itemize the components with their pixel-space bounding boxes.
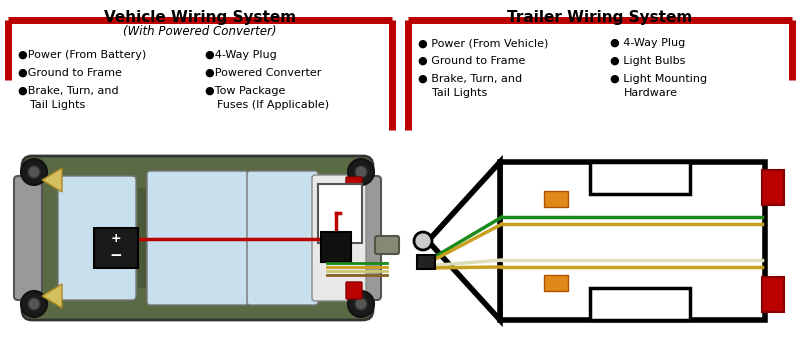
Text: ● Brake, Turn, and: ● Brake, Turn, and — [418, 74, 522, 84]
FancyBboxPatch shape — [138, 188, 146, 288]
Text: −: − — [110, 248, 122, 262]
FancyBboxPatch shape — [590, 162, 690, 194]
FancyBboxPatch shape — [590, 288, 690, 320]
Circle shape — [414, 232, 432, 250]
Text: +: + — [110, 233, 122, 245]
Text: (With Powered Converter): (With Powered Converter) — [123, 25, 277, 38]
Circle shape — [348, 159, 374, 185]
FancyBboxPatch shape — [500, 162, 765, 320]
FancyBboxPatch shape — [762, 277, 784, 312]
FancyBboxPatch shape — [321, 232, 351, 262]
Text: Vehicle Wiring System: Vehicle Wiring System — [104, 10, 296, 25]
Text: ●Ground to Frame: ●Ground to Frame — [18, 68, 122, 78]
Circle shape — [21, 159, 47, 185]
FancyBboxPatch shape — [762, 170, 784, 205]
FancyBboxPatch shape — [346, 282, 362, 299]
Text: Tail Lights: Tail Lights — [30, 100, 86, 110]
Text: Fuses (If Applicable): Fuses (If Applicable) — [217, 100, 329, 110]
Polygon shape — [42, 284, 62, 308]
Text: ● Power (From Vehicle): ● Power (From Vehicle) — [418, 38, 548, 48]
FancyBboxPatch shape — [147, 171, 248, 305]
Circle shape — [21, 291, 47, 317]
Text: ● Light Bulbs: ● Light Bulbs — [610, 56, 686, 66]
FancyBboxPatch shape — [375, 236, 399, 254]
Text: ●Power (From Battery): ●Power (From Battery) — [18, 50, 146, 60]
Text: Hardware: Hardware — [624, 88, 678, 98]
FancyBboxPatch shape — [22, 156, 373, 320]
Text: ● Ground to Frame: ● Ground to Frame — [418, 56, 526, 66]
FancyBboxPatch shape — [318, 184, 362, 243]
Circle shape — [348, 291, 374, 317]
FancyBboxPatch shape — [353, 176, 381, 300]
FancyBboxPatch shape — [247, 171, 318, 305]
Text: ●Brake, Turn, and: ●Brake, Turn, and — [18, 86, 118, 96]
FancyBboxPatch shape — [544, 275, 568, 291]
Text: Tail Lights: Tail Lights — [432, 88, 487, 98]
Text: ● Light Mounting: ● Light Mounting — [610, 74, 707, 84]
FancyBboxPatch shape — [544, 191, 568, 207]
FancyBboxPatch shape — [346, 177, 362, 194]
Text: ● 4-Way Plug: ● 4-Way Plug — [610, 38, 686, 48]
Polygon shape — [428, 162, 500, 320]
Text: ●4-Way Plug: ●4-Way Plug — [205, 50, 277, 60]
Polygon shape — [42, 168, 62, 192]
FancyBboxPatch shape — [94, 228, 138, 268]
FancyBboxPatch shape — [14, 176, 42, 300]
Circle shape — [28, 166, 40, 178]
FancyBboxPatch shape — [312, 175, 366, 301]
Circle shape — [355, 166, 367, 178]
Circle shape — [28, 298, 40, 310]
FancyBboxPatch shape — [417, 255, 435, 269]
FancyBboxPatch shape — [58, 176, 136, 300]
Text: Trailer Wiring System: Trailer Wiring System — [507, 10, 693, 25]
Circle shape — [355, 298, 367, 310]
Text: ●Tow Package: ●Tow Package — [205, 86, 286, 96]
Text: ●Powered Converter: ●Powered Converter — [205, 68, 322, 78]
